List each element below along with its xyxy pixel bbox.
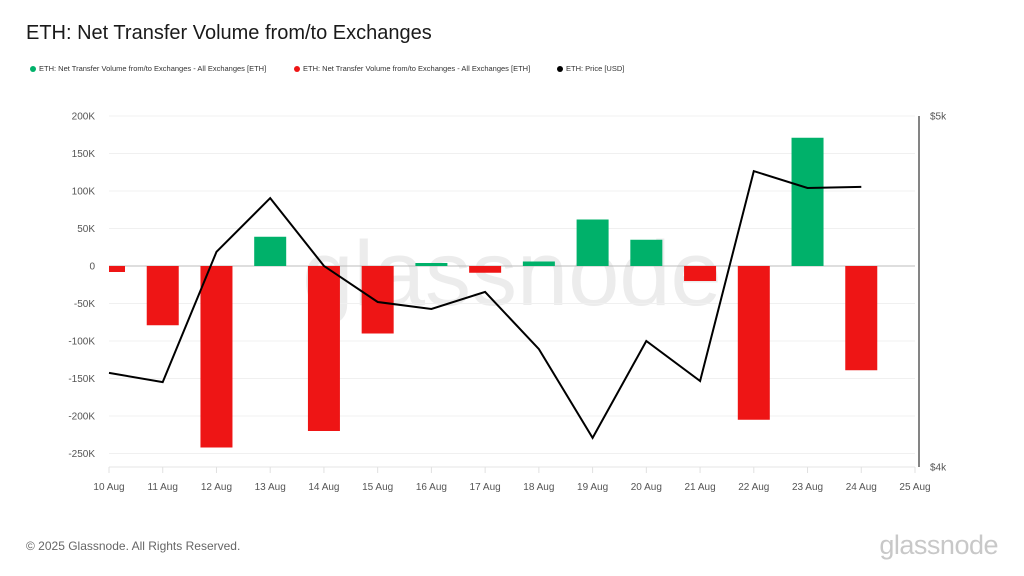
bar-outflow[interactable]	[361, 266, 394, 334]
legend-item-price[interactable]: ETH: Price [USD]	[557, 64, 624, 73]
bar-inflow[interactable]	[576, 219, 609, 267]
bar-outflow[interactable]	[307, 266, 340, 431]
bar-outflow[interactable]	[845, 266, 878, 371]
x-axis-tick: 12 Aug	[201, 482, 232, 493]
y-axis-tick: 50K	[77, 224, 95, 235]
bar-outflow[interactable]	[737, 266, 770, 420]
chart-title: ETH: Net Transfer Volume from/to Exchang…	[26, 22, 432, 44]
bar-outflow[interactable]	[684, 266, 717, 281]
x-axis-tick: 23 Aug	[792, 482, 823, 493]
bar-inflow[interactable]	[415, 263, 448, 266]
x-axis-tick: 24 Aug	[846, 482, 877, 493]
price-line[interactable]	[108, 169, 862, 440]
bar-inflow[interactable]	[791, 137, 824, 266]
y-axis-tick: -200K	[68, 412, 95, 423]
y-axis-tick: 150K	[72, 149, 96, 160]
y-axis-tick: -250K	[68, 449, 95, 460]
bar-outflow[interactable]	[469, 266, 502, 273]
bar-inflow[interactable]	[254, 236, 287, 266]
y-axis-tick: -50K	[74, 299, 95, 310]
x-axis-tick: 11 Aug	[148, 482, 178, 493]
x-axis-tick: 16 Aug	[416, 482, 447, 493]
brand-logo: glassnode	[879, 530, 998, 560]
y-axis-tick: -100K	[68, 337, 95, 348]
y-axis-tick: 100K	[72, 187, 96, 198]
bar-outflow[interactable]	[109, 266, 125, 272]
x-axis-tick: 15 Aug	[362, 482, 393, 493]
legend-dot-black-icon	[557, 65, 563, 72]
x-axis-tick: 14 Aug	[308, 482, 339, 493]
copyright-text: © 2025 Glassnode. All Rights Reserved.	[26, 539, 241, 553]
bar-inflow[interactable]	[630, 239, 663, 266]
legend-label: ETH: Net Transfer Volume from/to Exchang…	[39, 64, 267, 73]
bar-inflow[interactable]	[522, 261, 555, 267]
legend-dot-red-icon	[294, 65, 300, 72]
legend-dot-green-icon	[30, 65, 36, 72]
y-axis-tick: 0	[89, 262, 95, 273]
x-axis-tick: 18 Aug	[523, 482, 554, 493]
price-axis-tick: $4k	[930, 463, 947, 474]
x-axis-tick: 21 Aug	[684, 482, 715, 493]
x-axis-tick: 20 Aug	[631, 482, 662, 493]
x-axis-tick: 13 Aug	[255, 482, 286, 493]
x-axis-tick: 17 Aug	[470, 482, 501, 493]
x-axis-tick: 25 Aug	[899, 482, 930, 493]
y-axis-tick: 200K	[72, 112, 96, 123]
legend-item-outflow[interactable]: ETH: Net Transfer Volume from/to Exchang…	[294, 64, 530, 73]
x-axis-tick: 22 Aug	[738, 482, 769, 493]
x-axis-tick: 10 Aug	[93, 482, 124, 493]
legend-label: ETH: Net Transfer Volume from/to Exchang…	[303, 64, 531, 73]
y-axis-tick: -150K	[68, 374, 95, 385]
bar-outflow[interactable]	[200, 266, 233, 448]
x-axis-tick: 19 Aug	[577, 482, 608, 493]
price-axis-tick: $5k	[930, 112, 947, 123]
legend-label: ETH: Price [USD]	[566, 64, 625, 73]
bar-outflow[interactable]	[146, 266, 179, 326]
legend-item-inflow[interactable]: ETH: Net Transfer Volume from/to Exchang…	[30, 64, 266, 73]
